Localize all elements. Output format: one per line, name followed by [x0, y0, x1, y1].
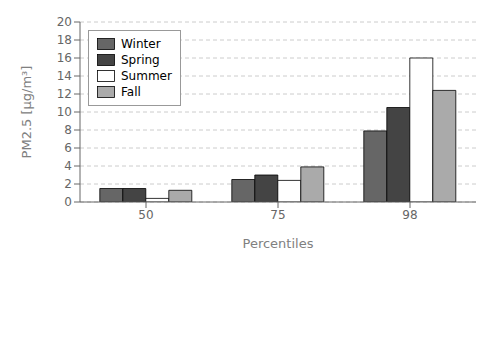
- svg-text:98: 98: [402, 208, 417, 222]
- html-text:Spring: Spring: [121, 53, 160, 67]
- svg-text:14: 14: [57, 69, 72, 83]
- svg-text:16: 16: [57, 51, 72, 65]
- svg-text:10: 10: [57, 105, 72, 119]
- html-text:Winter: Winter: [121, 37, 161, 51]
- svg-text:6: 6: [64, 141, 72, 155]
- html-text:Summer: Summer: [121, 69, 172, 83]
- svg-text:0: 0: [64, 195, 72, 209]
- html-text:Fall: Fall: [121, 85, 141, 99]
- svg-text:PM2.5 [µg/m³]: PM2.5 [µg/m³]: [19, 66, 34, 159]
- svg-text:4: 4: [64, 159, 72, 173]
- svg-text:18: 18: [57, 33, 72, 47]
- svg-text:20: 20: [57, 15, 72, 29]
- svg-text:Percentiles: Percentiles: [243, 236, 314, 251]
- svg-text:50: 50: [138, 208, 153, 222]
- svg-text:75: 75: [270, 208, 285, 222]
- svg-text:8: 8: [64, 123, 72, 137]
- svg-text:2: 2: [64, 177, 72, 191]
- svg-text:12: 12: [57, 87, 72, 101]
